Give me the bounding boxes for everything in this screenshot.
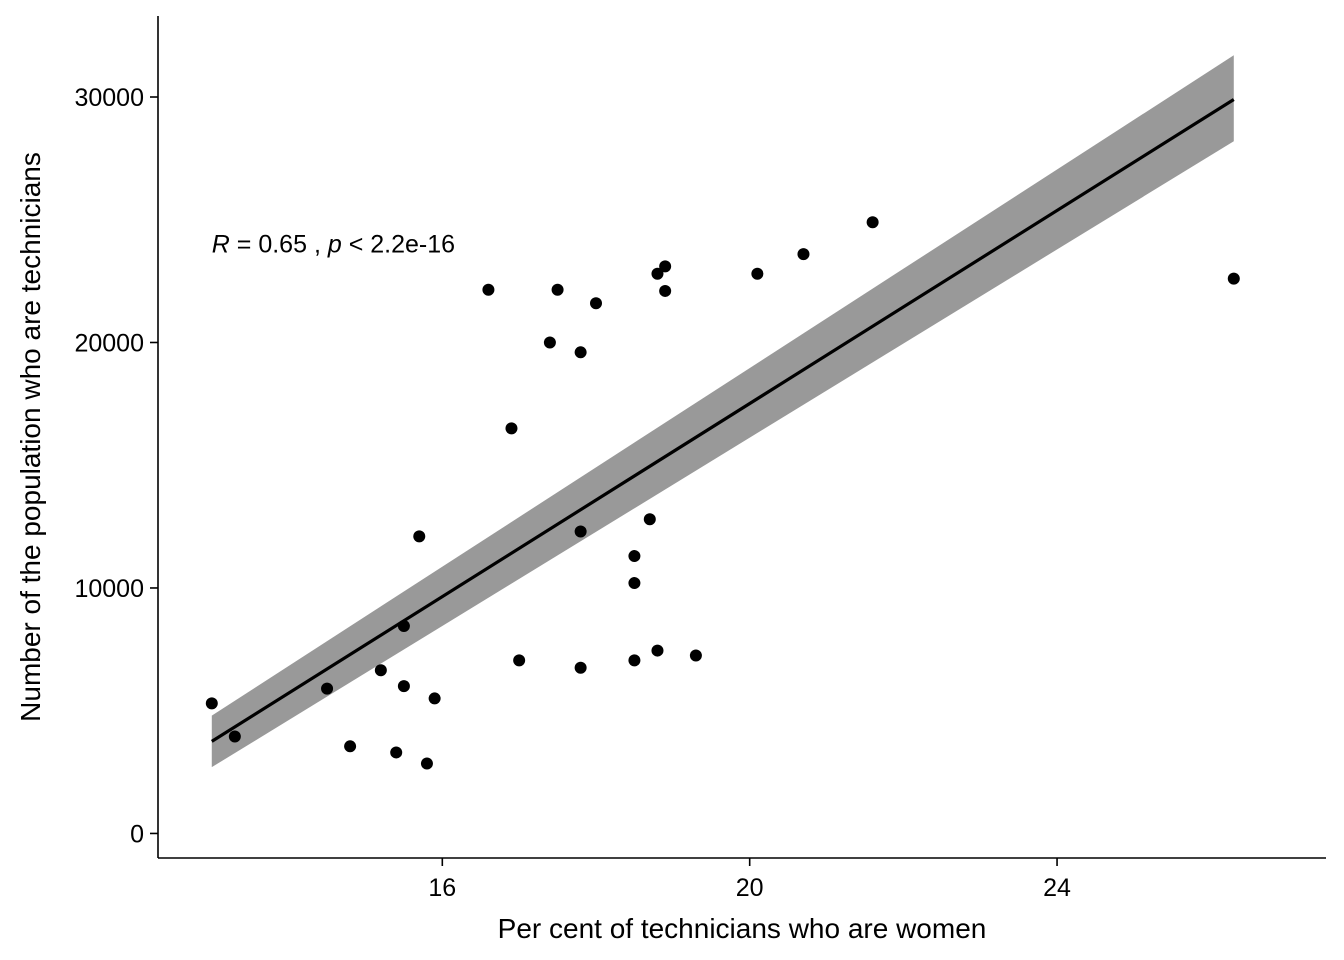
data-point	[689, 649, 702, 662]
data-point	[1227, 272, 1240, 285]
axes: 16 20 24 0 10000 20000 30000	[74, 16, 1326, 902]
data-point	[651, 267, 664, 280]
r-value-text: = 0.65 ,	[230, 230, 328, 258]
data-point	[228, 730, 241, 743]
p-symbol: p	[327, 230, 342, 258]
data-point	[413, 530, 426, 543]
data-point	[482, 283, 495, 296]
confidence-band-layer	[211, 55, 1234, 768]
correlation-annotation: R = 0.65 , p < 2.2e-16	[212, 230, 455, 258]
data-point	[628, 654, 641, 667]
data-point	[659, 284, 672, 297]
data-point	[205, 697, 218, 710]
x-tick-label: 16	[428, 874, 456, 902]
data-point	[428, 692, 441, 705]
data-point	[574, 525, 587, 538]
data-point	[751, 267, 764, 280]
data-point	[628, 577, 641, 590]
confidence-band	[211, 55, 1234, 768]
x-axis-title: Per cent of technicians who are women	[498, 913, 987, 944]
data-point	[374, 664, 387, 677]
data-point	[659, 260, 672, 273]
data-point	[651, 644, 664, 657]
x-tick-label: 20	[736, 874, 764, 902]
data-point	[543, 336, 556, 349]
data-point	[321, 682, 334, 695]
y-axis-ticks: 0 10000 20000 30000	[74, 84, 158, 848]
data-point	[397, 620, 410, 633]
r-symbol: R	[212, 230, 230, 258]
data-point	[397, 680, 410, 693]
data-point	[574, 661, 587, 674]
data-point	[344, 740, 357, 753]
data-points-layer	[205, 216, 1240, 770]
data-point	[574, 346, 587, 359]
y-tick-label: 10000	[74, 575, 144, 603]
regression-line-layer	[210, 98, 1235, 743]
data-point	[628, 550, 641, 563]
data-point	[390, 746, 403, 759]
data-point	[590, 297, 602, 310]
y-axis-title: Number of the population who are technic…	[15, 152, 46, 722]
regression-line	[210, 98, 1235, 743]
data-point	[513, 654, 526, 667]
y-tick-label: 30000	[74, 84, 144, 112]
x-tick-label: 24	[1043, 874, 1071, 902]
p-value-text: < 2.2e-16	[342, 230, 455, 258]
x-axis-ticks: 16 20 24	[428, 858, 1071, 902]
data-point	[420, 757, 433, 770]
data-point	[643, 513, 656, 526]
data-point	[797, 248, 810, 261]
data-point	[866, 216, 879, 229]
data-point	[505, 422, 518, 435]
data-point	[551, 283, 564, 296]
y-tick-label: 20000	[74, 329, 144, 357]
y-tick-label: 0	[130, 820, 144, 848]
